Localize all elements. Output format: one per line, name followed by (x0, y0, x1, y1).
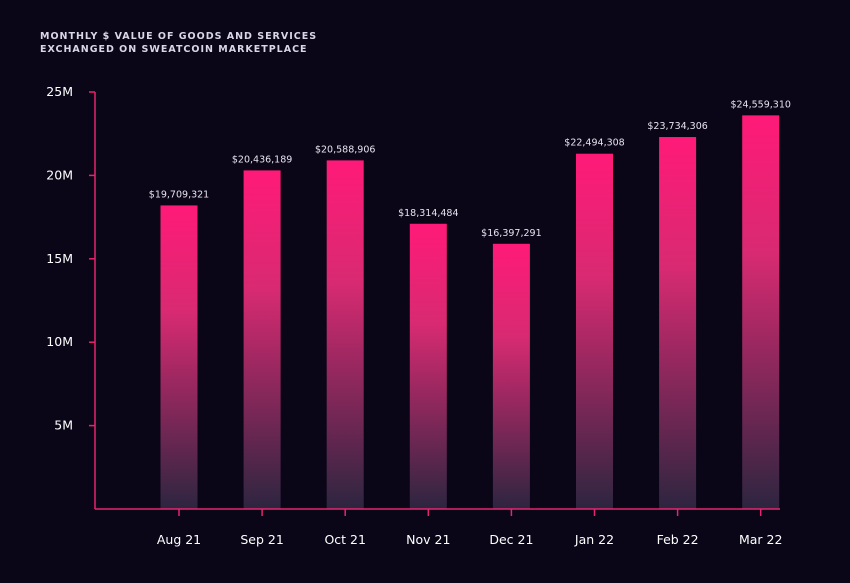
bar (243, 170, 281, 509)
bar (492, 243, 530, 509)
bar (409, 223, 447, 509)
data-label: $16,397,291 (481, 228, 541, 239)
data-label: $20,436,189 (232, 154, 292, 165)
data-label: $19,709,321 (149, 189, 209, 200)
chart-title-line-1: MONTHLY $ VALUE OF GOODS AND SERVICES (40, 31, 318, 42)
y-tick-label: 15M (46, 251, 73, 266)
x-tick-label: Oct 21 (324, 532, 366, 547)
data-label: $18,314,484 (398, 208, 458, 219)
y-tick-label: 10M (46, 334, 73, 349)
data-label: $23,734,306 (647, 121, 707, 132)
y-tick-label: 5M (54, 418, 73, 433)
x-tick-label: Aug 21 (157, 532, 201, 547)
x-tick-label: Nov 21 (406, 532, 450, 547)
x-tick-label: Jan 22 (574, 532, 614, 547)
y-tick-label: 20M (46, 167, 73, 182)
chart-title: MONTHLY $ VALUE OF GOODS AND SERVICES EX… (40, 30, 317, 56)
x-tick-label: Sep 21 (240, 532, 283, 547)
bar (326, 160, 364, 509)
data-label: $20,588,906 (315, 144, 375, 155)
y-tick-label: 25M (46, 84, 73, 99)
bar (659, 137, 697, 509)
data-label: $22,494,308 (564, 138, 624, 149)
bar (160, 205, 198, 509)
bar (742, 115, 780, 510)
data-label: $24,559,310 (730, 99, 790, 110)
x-tick-label: Feb 22 (657, 532, 699, 547)
x-tick-label: Mar 22 (739, 532, 782, 547)
bar (576, 153, 613, 509)
chart-title-line-2: EXCHANGED ON SWEATCOIN MARKETPLACE (40, 44, 308, 55)
x-tick-label: Dec 21 (489, 532, 533, 547)
